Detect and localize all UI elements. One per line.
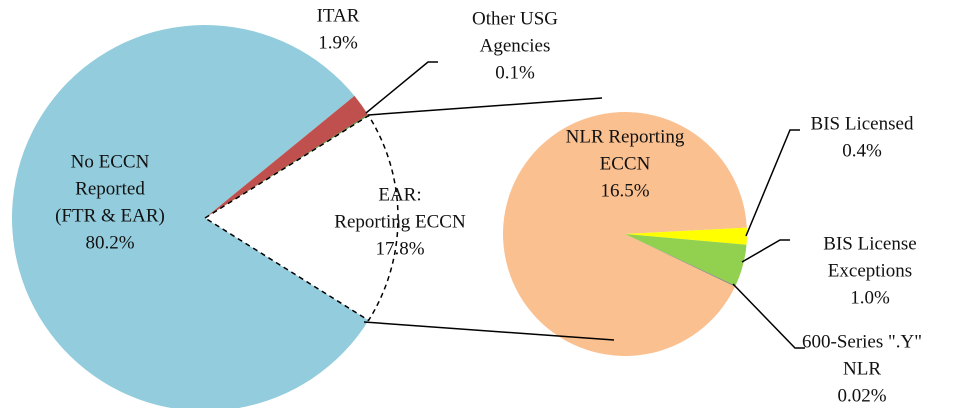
value-label: 0.02%: [837, 385, 886, 406]
leader-line: [732, 283, 805, 349]
slice-label: Agencies: [480, 35, 551, 56]
slice-label: Reporting ECCN: [334, 211, 466, 232]
slice-label: Exceptions: [828, 260, 912, 281]
value-label: 16.5%: [600, 180, 649, 201]
slice-label: (FTR & EAR): [55, 205, 165, 226]
slice-label: NLR Reporting: [566, 126, 685, 147]
pie-slice: [625, 234, 736, 287]
value-label: 0.1%: [495, 62, 535, 83]
leader-line: [745, 129, 800, 237]
value-label: 17.8%: [375, 238, 424, 259]
pie-slice: [502, 111, 747, 356]
labels: No ECCN Reported (FTR & EAR) 80.2% ITAR 1.9% O…: [55, 5, 922, 406]
value-label: 1.9%: [318, 32, 358, 53]
slice-label: Reported: [75, 178, 145, 199]
slice-label: NLR: [843, 358, 881, 379]
slice-label: No ECCN: [71, 151, 150, 172]
slices: [12, 25, 748, 408]
value-label: 80.2%: [85, 232, 134, 253]
leader-line: [365, 61, 438, 114]
value-label: 1.0%: [850, 287, 890, 308]
slice-label: BIS Licensed: [811, 113, 914, 134]
slice-label: EAR:: [378, 184, 421, 205]
slice-label: Other USG: [472, 8, 558, 29]
connector-line: [363, 321, 615, 341]
connector-line: [367, 97, 603, 116]
slice-label: BIS License: [823, 233, 916, 254]
pie-slice: [625, 234, 747, 286]
value-label: 0.4%: [842, 140, 882, 161]
slice-label: ECCN: [600, 153, 651, 174]
connectors: [363, 61, 805, 349]
pie-slice: [203, 114, 399, 322]
pie-slice: [205, 95, 368, 218]
pie-slice: [12, 25, 369, 408]
slice-label: ITAR: [317, 5, 360, 26]
leader-line: [741, 239, 790, 263]
slice-label: 600-Series ".Y": [802, 331, 922, 352]
pie-slice: [625, 227, 748, 245]
